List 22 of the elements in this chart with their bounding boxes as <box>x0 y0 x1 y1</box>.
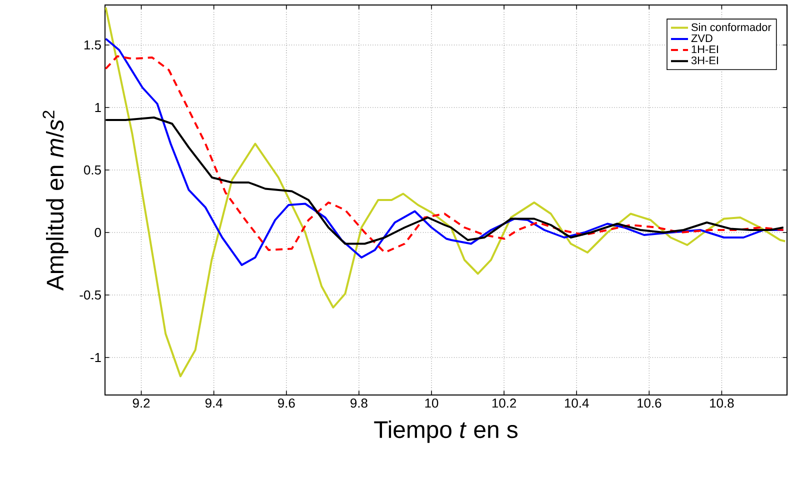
x-tick-label: 10 <box>425 398 438 408</box>
y-tick-label: 1 <box>95 103 101 112</box>
y-tick-label: -1 <box>90 353 101 362</box>
x-tick-label: 10.6 <box>638 398 662 408</box>
x-axis-title: Tiempo t en s <box>374 420 518 443</box>
legend-label: Sin conformador <box>691 23 772 32</box>
x-tick-label: 9.8 <box>350 398 368 408</box>
x-tick-label: 9.2 <box>132 398 150 408</box>
y-tick-label: 1.5 <box>84 40 101 50</box>
x-tick-label: 10.8 <box>710 398 734 408</box>
y-axis-title: Amplitud en m/s$^{2}$ <box>42 110 68 291</box>
legend-label: 1H-EI <box>692 45 718 54</box>
legend-label: 3H-EI <box>691 56 718 64</box>
y-tick-label: 0 <box>94 228 101 238</box>
y-tick-label: -0.5 <box>80 290 101 300</box>
legend-label: ZVD <box>691 34 712 42</box>
x-tick-label: 10.4 <box>564 398 589 408</box>
x-tick-label: 9.6 <box>278 398 295 408</box>
x-tick-label: 10.2 <box>492 398 516 408</box>
y-tick-label: 0.5 <box>84 165 101 175</box>
line-series <box>105 6 786 378</box>
x-tick-label: 9.4 <box>205 398 222 408</box>
